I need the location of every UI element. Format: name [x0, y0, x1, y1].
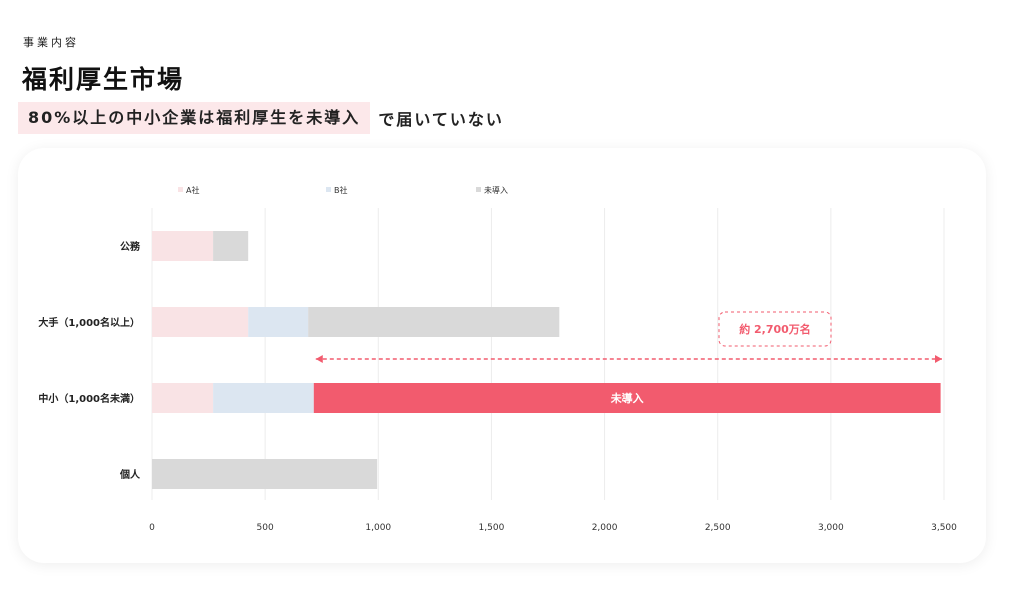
- bar-segment: [308, 307, 560, 337]
- bar-label: 未導入: [610, 391, 644, 405]
- x-tick-label: 2,000: [592, 523, 618, 533]
- category-label: 個人: [119, 468, 141, 481]
- bar-segment: [213, 383, 314, 413]
- x-tick-label: 1,000: [365, 523, 391, 533]
- legend-label: A社: [186, 185, 199, 195]
- bar-segment: [248, 307, 309, 337]
- subtitle-highlight: 80%以上の中小企業は福利厚生を未導入: [18, 102, 371, 134]
- subtitle-tail: で届いていない: [378, 110, 504, 129]
- page-title: 福利厚生市場: [22, 65, 185, 94]
- bar-segment: [152, 307, 249, 337]
- annotation-label: 約 2,700万名: [739, 322, 811, 336]
- bar-segment: [313, 383, 941, 413]
- legend-swatch: [476, 187, 481, 192]
- category-label: 大手（1,000名以上）: [38, 316, 140, 329]
- legend-label: B社: [334, 185, 348, 195]
- x-tick-label: 1,500: [479, 523, 505, 533]
- x-tick-label: 3,500: [931, 523, 957, 533]
- category-label: 公務: [120, 240, 141, 253]
- chart-card: 0 500 1,000 1,500 2,000 2,500 3,000 3,500 A社 B社 未導…: [18, 148, 986, 563]
- x-tick-label: 3,000: [818, 523, 844, 533]
- bar-segment: [152, 459, 378, 489]
- annotation-box: [718, 311, 832, 347]
- x-tick-label: 2,500: [705, 523, 731, 533]
- bar-segment: [152, 231, 214, 261]
- bar-segment: [152, 383, 214, 413]
- legend-swatch: [178, 187, 183, 192]
- legend-swatch: [326, 187, 331, 192]
- bar-segment: [213, 231, 249, 261]
- arrow-left-icon: [315, 355, 323, 363]
- x-tick-label: 0: [149, 523, 155, 533]
- subtitle: 80%以上の中小企業は福利厚生を未導入 で届いていない: [18, 102, 504, 134]
- arrow-right-icon: [935, 355, 942, 363]
- legend-label: 未導入: [484, 185, 508, 195]
- category-label: 中小（1,000名未満）: [38, 392, 140, 405]
- x-tick-label: 500: [257, 523, 274, 533]
- section-label: 事業内容: [23, 36, 79, 49]
